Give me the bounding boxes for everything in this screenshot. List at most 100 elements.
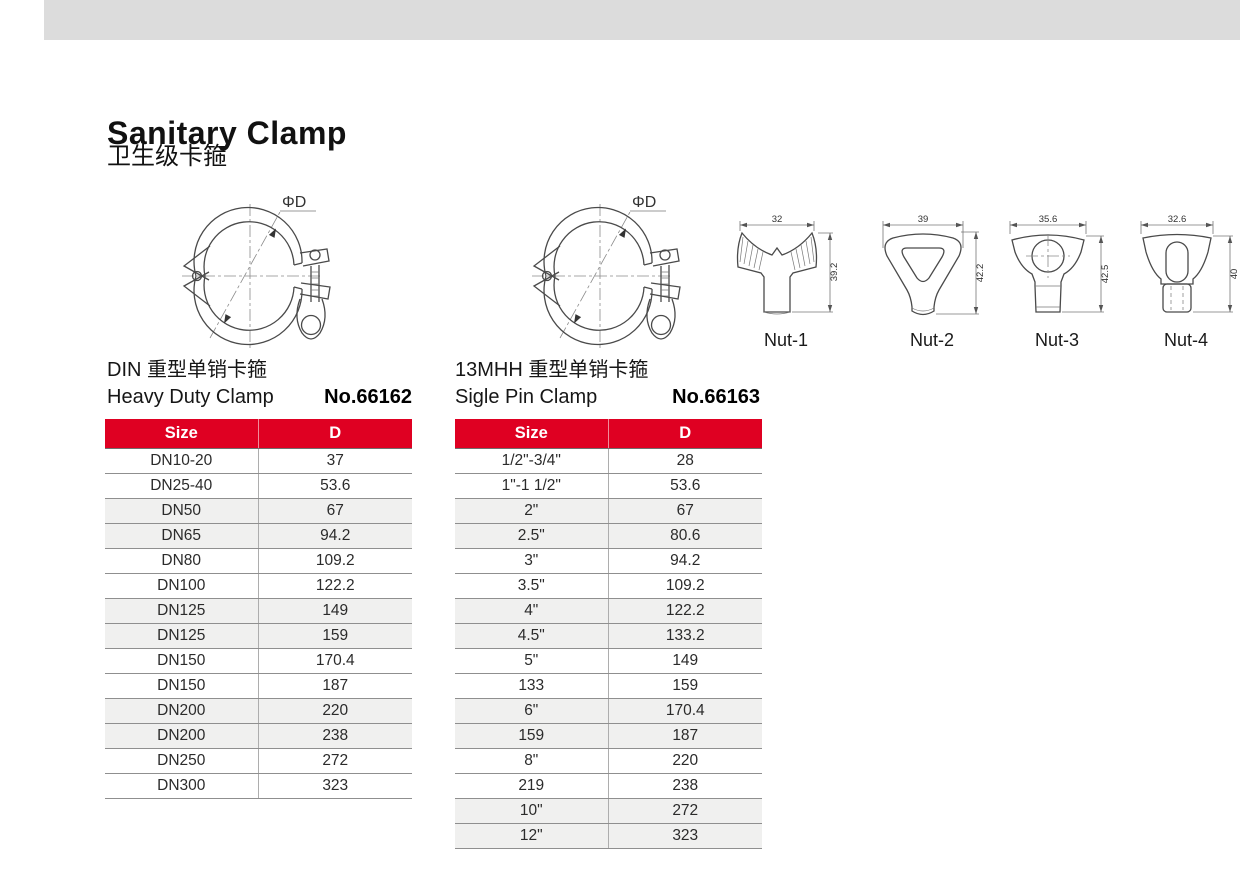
clamp2-diameter-label: ΦD bbox=[632, 194, 656, 211]
product-caption-single-pin-clamp: 13MHH 重型单销卡箍 Sigle Pin Clamp No.66163 bbox=[455, 357, 760, 410]
table-cell: 1"-1 1/2" bbox=[455, 473, 608, 499]
table-cell: DN300 bbox=[105, 773, 258, 799]
table-cell: 1/2"-3/4" bbox=[455, 448, 608, 474]
table-cell: 5" bbox=[455, 648, 608, 674]
table-row: 6" 170.4 bbox=[455, 698, 762, 724]
table-row: 5" 149 bbox=[455, 648, 762, 674]
table-cell: 4" bbox=[455, 598, 608, 624]
table-cell: 220 bbox=[257, 698, 412, 724]
table-cell: DN10-20 bbox=[105, 448, 258, 474]
table-cell: DN80 bbox=[105, 548, 258, 574]
table-row: DN200 238 bbox=[105, 723, 412, 749]
table-cell: DN25-40 bbox=[105, 473, 258, 499]
table-cell: 170.4 bbox=[607, 698, 762, 724]
page-subtitle-chinese: 卫生级卡箍 bbox=[107, 143, 227, 170]
column-header-size: Size bbox=[455, 419, 608, 449]
table-cell: 10" bbox=[455, 798, 608, 824]
table-cell: 2" bbox=[455, 498, 608, 524]
table-cell: 67 bbox=[607, 498, 762, 524]
table-row: 12" 323 bbox=[455, 823, 762, 849]
table-row: 159 187 bbox=[455, 723, 762, 749]
nut-4-drawing: 32.6 40 Nut-4 bbox=[1126, 212, 1240, 351]
nut3-height-dim: 42.5 bbox=[1100, 265, 1111, 284]
nut-2-drawing: 39 42.2 Nut-2 bbox=[872, 212, 992, 351]
table-cell: 272 bbox=[257, 748, 412, 774]
product-name-english: Sigle Pin Clamp bbox=[455, 386, 598, 408]
nut-3-label: Nut-3 bbox=[1034, 330, 1079, 350]
product-name-english: Heavy Duty Clamp bbox=[107, 386, 274, 408]
clamp1-diameter-label: ΦD bbox=[282, 194, 306, 211]
clamp-line-drawing-icon: ΦD bbox=[532, 194, 681, 348]
table-row: 133 159 bbox=[455, 673, 762, 699]
table-row: DN200 220 bbox=[105, 698, 412, 724]
table-cell: 6" bbox=[455, 698, 608, 724]
table-row: DN150 187 bbox=[105, 673, 412, 699]
product-name-chinese: DIN 重型单销卡箍 bbox=[107, 359, 267, 381]
table-row: 10" 272 bbox=[455, 798, 762, 824]
table-cell: 187 bbox=[607, 723, 762, 749]
table-cell: DN200 bbox=[105, 698, 258, 724]
product-caption-heavy-duty-clamp: DIN 重型单销卡箍 Heavy Duty Clamp No.66162 bbox=[107, 357, 412, 410]
size-table-single-pin-clamp: Size D 1/2"-3/4" 28 1"-1 1/2" 53.6 2" 67 2.5" 8… bbox=[455, 419, 762, 849]
table-cell: 94.2 bbox=[607, 548, 762, 574]
table-cell: 12" bbox=[455, 823, 608, 849]
nut1-height-dim: 39.2 bbox=[829, 263, 840, 282]
table-row: DN10-20 37 bbox=[105, 448, 412, 474]
table-cell: 159 bbox=[607, 673, 762, 699]
table-cell: DN125 bbox=[105, 623, 258, 649]
table-cell: DN125 bbox=[105, 598, 258, 624]
nut4-height-dim: 40 bbox=[1229, 269, 1240, 280]
table-cell: 220 bbox=[607, 748, 762, 774]
table-row: 1/2"-3/4" 28 bbox=[455, 448, 762, 474]
size-table-heavy-duty-clamp: Size D DN10-20 37 DN25-40 53.6 DN50 67 DN65 94.… bbox=[105, 419, 412, 799]
table-header-row: Size D bbox=[455, 419, 762, 449]
table-row: 4" 122.2 bbox=[455, 598, 762, 624]
nut-4-label: Nut-4 bbox=[1163, 330, 1208, 350]
table-cell: 122.2 bbox=[607, 598, 762, 624]
table-cell: 159 bbox=[455, 723, 608, 749]
nut-1-drawing: 32 39.2 Nut-1 bbox=[726, 212, 846, 351]
table-cell: 149 bbox=[257, 598, 412, 624]
table-cell: 3.5" bbox=[455, 573, 608, 599]
column-header-size: Size bbox=[105, 419, 258, 449]
table-cell: DN150 bbox=[105, 673, 258, 699]
table-cell: 8" bbox=[455, 748, 608, 774]
nut-1-label: Nut-1 bbox=[763, 330, 808, 350]
round-hole-nut-icon: 35.6 42.5 bbox=[1009, 214, 1111, 313]
page-title: Sanitary Clamp bbox=[107, 115, 347, 152]
column-header-d: D bbox=[607, 419, 762, 449]
table-cell: DN50 bbox=[105, 498, 258, 524]
table-cell: 109.2 bbox=[257, 548, 412, 574]
table-row: DN25-40 53.6 bbox=[105, 473, 412, 499]
table-row: 1"-1 1/2" 53.6 bbox=[455, 473, 762, 499]
column-header-d: D bbox=[257, 419, 412, 449]
table-cell: 323 bbox=[257, 773, 412, 799]
table-cell: 28 bbox=[607, 448, 762, 474]
table-header-row: Size D bbox=[105, 419, 412, 449]
table-cell: 67 bbox=[257, 498, 412, 524]
table-cell: 133.2 bbox=[607, 623, 762, 649]
table-row: 3.5" 109.2 bbox=[455, 573, 762, 599]
table-cell: 238 bbox=[257, 723, 412, 749]
table-cell: DN150 bbox=[105, 648, 258, 674]
nut4-width-dim: 32.6 bbox=[1168, 214, 1187, 225]
clamp-line-drawing-icon: ΦD bbox=[182, 194, 331, 348]
table-row: DN80 109.2 bbox=[105, 548, 412, 574]
nut3-width-dim: 35.6 bbox=[1039, 214, 1058, 225]
table-row: 2" 67 bbox=[455, 498, 762, 524]
table-cell: 3" bbox=[455, 548, 608, 574]
table-cell: 159 bbox=[257, 623, 412, 649]
table-cell: 37 bbox=[257, 448, 412, 474]
table-cell: 219 bbox=[455, 773, 608, 799]
table-cell: 94.2 bbox=[257, 523, 412, 549]
table-cell: DN100 bbox=[105, 573, 258, 599]
table-cell: 2.5" bbox=[455, 523, 608, 549]
table-cell: DN200 bbox=[105, 723, 258, 749]
table-cell: 53.6 bbox=[257, 473, 412, 499]
table-row: DN150 170.4 bbox=[105, 648, 412, 674]
table-cell: 133 bbox=[455, 673, 608, 699]
nut-3-drawing: 35.6 42.5 Nut-3 bbox=[997, 212, 1117, 351]
nut-2-label: Nut-2 bbox=[909, 330, 954, 350]
table-cell: 149 bbox=[607, 648, 762, 674]
product-model-number: No.66162 bbox=[324, 386, 412, 408]
